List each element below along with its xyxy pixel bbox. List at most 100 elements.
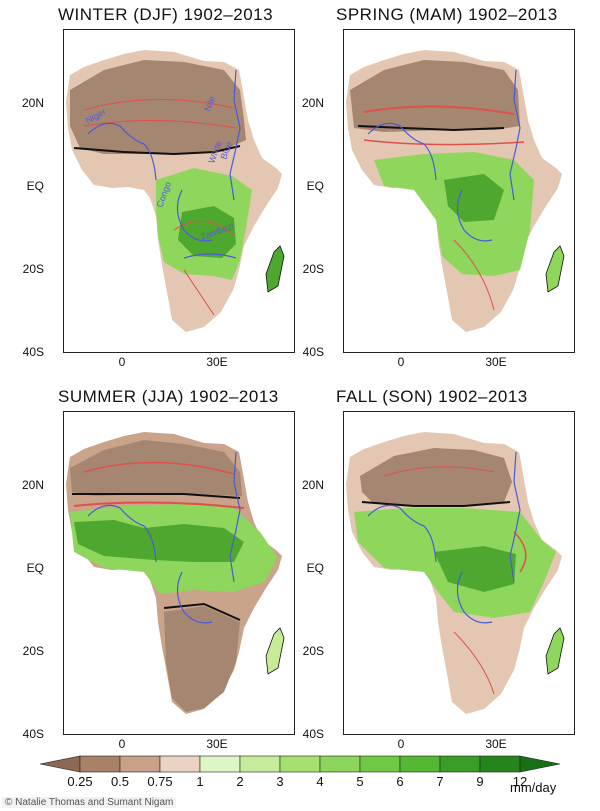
map-fall (343, 411, 575, 735)
panel-title: SUMMER (JJA) 1902–2013 (58, 387, 279, 406)
colorbar-units: mm/day (510, 780, 557, 795)
contour-line (83, 98, 235, 111)
colorbar-segment (79, 755, 121, 773)
map-spring (343, 29, 575, 353)
map-svg (66, 432, 285, 714)
river-nile (509, 69, 521, 201)
colorbar-svg (39, 755, 561, 773)
river-congo (176, 189, 213, 242)
lon-tick-0: 0 (118, 355, 126, 369)
panel-title: WINTER (DJF) 1902–2013 (58, 5, 274, 24)
colorbar-tick-label: 0.5 (110, 774, 130, 789)
river-congo (456, 571, 493, 624)
colorbar-tick-label: 6 (396, 774, 404, 789)
river-niger (87, 504, 157, 563)
map-winter: Niger Nile Blue White Congo Zambezi (63, 29, 295, 353)
contour-line (363, 105, 515, 115)
contour-line (83, 461, 235, 475)
lat-tick-40s: 40S (22, 345, 44, 359)
heavy-wet-zone (74, 520, 244, 562)
madagascar (545, 245, 565, 293)
madagascar (265, 627, 285, 675)
contour-line (183, 269, 215, 316)
colorbar-segment (279, 755, 321, 773)
colorbar-tick-label: 9 (476, 774, 484, 789)
contour-line (173, 220, 235, 236)
colorbar-tick-label: 0.25 (67, 774, 93, 789)
river-zambezi (183, 253, 237, 259)
contour-line (453, 631, 495, 695)
lat-tick-eq: EQ (306, 561, 324, 575)
heavy-wet-zone (444, 174, 504, 222)
wet-zone (374, 152, 534, 276)
map-summer (63, 411, 295, 735)
contour-line (357, 125, 505, 132)
lat-tick-eq: EQ (306, 179, 324, 193)
colorbar-tick-label: 0.75 (147, 774, 173, 789)
colorbar-tick-label: 5 (356, 774, 364, 789)
lat-tick-40s: 40S (302, 345, 324, 359)
map-svg (346, 50, 565, 332)
lat-tick-eq: EQ (26, 561, 44, 575)
colorbar-segment (519, 755, 561, 773)
river-label-nile: Nile (202, 95, 217, 113)
river-nile (509, 451, 521, 583)
contour-line (453, 239, 495, 311)
lon-tick-0: 0 (397, 737, 405, 751)
lat-tick-20s: 20S (22, 644, 44, 658)
lat-tick-40s: 40S (22, 727, 44, 741)
lat-tick-20n: 20N (301, 96, 324, 110)
lat-tick-20s: 20S (22, 262, 44, 276)
panel-title: FALL (SON) 1902–2013 (336, 387, 528, 406)
colorbar-tick-label: 12 (512, 774, 528, 789)
dry-zone-south (164, 606, 240, 712)
colorbar (0, 750, 600, 780)
dry-zone (360, 448, 512, 506)
colorbar-segment (199, 755, 241, 773)
map-svg: Niger Nile Blue White Congo Zambezi (66, 50, 285, 332)
panel-title: SPRING (MAM) 1902–2013 (336, 5, 558, 24)
colorbar-segment (159, 755, 201, 773)
river-nile (229, 69, 241, 201)
colorbar-segment (319, 755, 361, 773)
lat-tick-20s: 20S (302, 262, 324, 276)
contour-line (513, 531, 527, 573)
dry-zone (350, 60, 520, 132)
colorbar-segment (479, 755, 521, 773)
lon-tick-0: 0 (397, 355, 405, 369)
image-credit: © Natalie Thomas and Sumant Nigam (2, 797, 177, 808)
heavy-wet-zone (434, 546, 516, 592)
lat-tick-eq: EQ (26, 179, 44, 193)
lat-tick-20n: 20N (21, 96, 44, 110)
contour-line (383, 466, 495, 477)
madagascar (265, 245, 285, 293)
lon-tick-30e: 30E (485, 737, 507, 751)
lat-tick-20n: 20N (301, 478, 324, 492)
colorbar-segment (39, 755, 81, 773)
lon-tick-30e: 30E (485, 355, 507, 369)
lat-tick-40s: 40S (302, 727, 324, 741)
lat-tick-20n: 20N (21, 478, 44, 492)
colorbar-segment (399, 755, 441, 773)
colorbar-tick-label: 1 (196, 774, 204, 789)
river-niger (367, 122, 437, 181)
colorbar-tick-label: 3 (276, 774, 284, 789)
river-niger (87, 122, 157, 181)
colorbar-segment (239, 755, 281, 773)
contour-line (363, 139, 525, 146)
dry-zone (70, 440, 242, 496)
colorbar-segment (359, 755, 401, 773)
contour-line (73, 145, 241, 156)
colorbar-tick-label: 2 (236, 774, 244, 789)
lon-tick-30e: 30E (206, 737, 228, 751)
map-svg (346, 432, 565, 714)
lon-tick-30e: 30E (206, 355, 228, 369)
dry-zone (70, 60, 246, 154)
lat-tick-20s: 20S (302, 644, 324, 658)
river-niger (367, 504, 437, 563)
heavy-wet-zone (178, 206, 236, 258)
contour-line (163, 602, 241, 621)
river-congo (176, 571, 213, 624)
contour-line (83, 119, 237, 129)
colorbar-segment (119, 755, 161, 773)
